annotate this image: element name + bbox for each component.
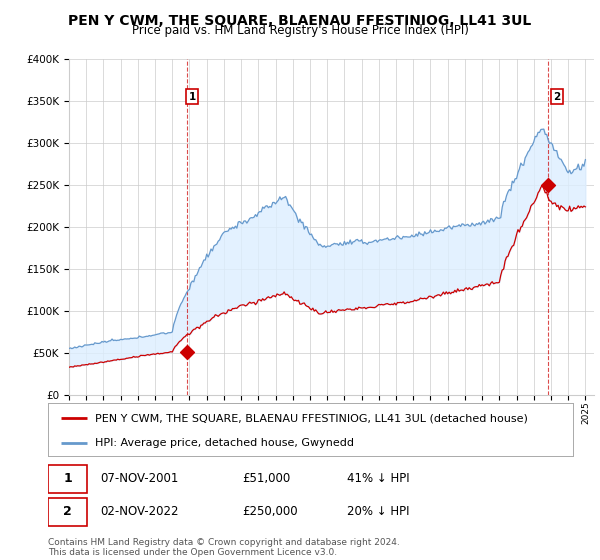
Text: 07-NOV-2001: 07-NOV-2001 bbox=[101, 472, 179, 486]
Point bbox=[544, 180, 553, 189]
Text: 2: 2 bbox=[553, 92, 560, 101]
Text: 1: 1 bbox=[188, 92, 196, 101]
Text: 41% ↓ HPI: 41% ↓ HPI bbox=[347, 472, 410, 486]
Text: HPI: Average price, detached house, Gwynedd: HPI: Average price, detached house, Gwyn… bbox=[95, 438, 354, 448]
Text: PEN Y CWM, THE SQUARE, BLAENAU FFESTINIOG, LL41 3UL (detached house): PEN Y CWM, THE SQUARE, BLAENAU FFESTINIO… bbox=[95, 413, 528, 423]
Text: 2: 2 bbox=[64, 505, 72, 518]
Text: 02-NOV-2022: 02-NOV-2022 bbox=[101, 505, 179, 518]
Text: PEN Y CWM, THE SQUARE, BLAENAU FFESTINIOG, LL41 3UL: PEN Y CWM, THE SQUARE, BLAENAU FFESTINIO… bbox=[68, 14, 532, 28]
Text: Price paid vs. HM Land Registry's House Price Index (HPI): Price paid vs. HM Land Registry's House … bbox=[131, 24, 469, 37]
Text: £51,000: £51,000 bbox=[242, 472, 290, 486]
FancyBboxPatch shape bbox=[48, 498, 88, 526]
FancyBboxPatch shape bbox=[48, 465, 88, 493]
Text: £250,000: £250,000 bbox=[242, 505, 298, 518]
Text: 1: 1 bbox=[64, 472, 72, 486]
Text: 20% ↓ HPI: 20% ↓ HPI bbox=[347, 505, 410, 518]
Text: Contains HM Land Registry data © Crown copyright and database right 2024.
This d: Contains HM Land Registry data © Crown c… bbox=[48, 538, 400, 557]
Point bbox=[182, 347, 192, 357]
